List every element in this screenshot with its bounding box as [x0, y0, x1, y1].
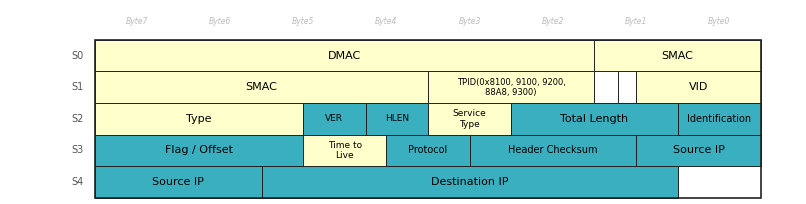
- FancyBboxPatch shape: [386, 135, 470, 166]
- FancyBboxPatch shape: [95, 40, 594, 71]
- Text: S4: S4: [71, 177, 84, 187]
- Text: Flag / Offset: Flag / Offset: [165, 145, 233, 155]
- Text: Protocol: Protocol: [409, 145, 447, 155]
- FancyBboxPatch shape: [678, 103, 761, 135]
- Text: Byte1: Byte1: [625, 17, 647, 27]
- Text: SMAC: SMAC: [662, 51, 694, 61]
- FancyBboxPatch shape: [428, 71, 594, 103]
- FancyBboxPatch shape: [261, 166, 678, 198]
- Text: Header Checksum: Header Checksum: [508, 145, 597, 155]
- Text: S2: S2: [71, 114, 84, 124]
- FancyBboxPatch shape: [366, 103, 428, 135]
- Text: Byte6: Byte6: [209, 17, 231, 27]
- FancyBboxPatch shape: [594, 40, 761, 71]
- Text: Byte0: Byte0: [708, 17, 730, 27]
- FancyBboxPatch shape: [511, 103, 678, 135]
- Text: S0: S0: [71, 51, 84, 61]
- FancyBboxPatch shape: [95, 166, 261, 198]
- FancyBboxPatch shape: [594, 71, 617, 103]
- Text: SMAC: SMAC: [246, 82, 277, 92]
- Text: Service
Type: Service Type: [453, 109, 487, 129]
- Text: Byte2: Byte2: [542, 17, 564, 27]
- Text: Source IP: Source IP: [152, 177, 204, 187]
- FancyBboxPatch shape: [95, 71, 428, 103]
- Text: VID: VID: [689, 82, 708, 92]
- Text: Type: Type: [186, 114, 212, 124]
- FancyBboxPatch shape: [303, 135, 386, 166]
- Text: Total Length: Total Length: [560, 114, 629, 124]
- FancyBboxPatch shape: [636, 135, 761, 166]
- FancyBboxPatch shape: [95, 135, 303, 166]
- Text: TPID(0x8100, 9100, 9200,
88A8, 9300): TPID(0x8100, 9100, 9200, 88A8, 9300): [457, 78, 566, 97]
- FancyBboxPatch shape: [636, 71, 761, 103]
- Text: Byte4: Byte4: [375, 17, 397, 27]
- Text: Time to
Live: Time to Live: [328, 141, 362, 160]
- Text: Identification: Identification: [688, 114, 751, 124]
- FancyBboxPatch shape: [303, 103, 366, 135]
- Text: S1: S1: [71, 82, 84, 92]
- Text: Byte3: Byte3: [459, 17, 481, 27]
- Text: Byte5: Byte5: [292, 17, 314, 27]
- Text: Source IP: Source IP: [672, 145, 725, 155]
- Text: VER: VER: [326, 114, 343, 123]
- FancyBboxPatch shape: [428, 103, 511, 135]
- Text: HLEN: HLEN: [384, 114, 409, 123]
- FancyBboxPatch shape: [617, 71, 636, 103]
- Text: Destination IP: Destination IP: [431, 177, 509, 187]
- Text: Byte7: Byte7: [126, 17, 148, 27]
- Text: S3: S3: [71, 145, 84, 155]
- Text: DMAC: DMAC: [328, 51, 361, 61]
- FancyBboxPatch shape: [470, 135, 636, 166]
- FancyBboxPatch shape: [95, 103, 303, 135]
